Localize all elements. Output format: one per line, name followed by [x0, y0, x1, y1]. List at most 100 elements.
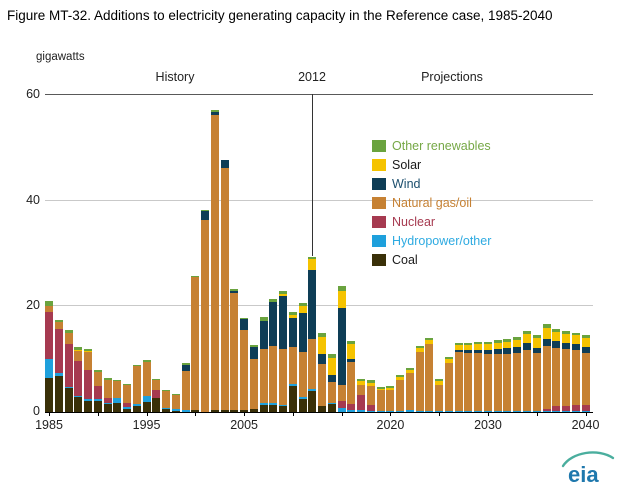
history-zone-label: History: [155, 70, 195, 84]
bar-1991: [103, 377, 112, 412]
bar-1987-coal: [64, 388, 73, 412]
bar-1989-other-renewables: [84, 348, 93, 351]
bar-2035-hydropower-other: [532, 410, 541, 412]
bar-2010-solar: [288, 315, 297, 319]
bar-2036-natural-gas-oil: [542, 346, 551, 410]
x-tick-2020: [390, 412, 392, 416]
bar-2024: [425, 338, 434, 412]
x-tick-1985: [49, 412, 50, 416]
gridline-20: [45, 305, 593, 307]
bar-2036-other-renewables: [542, 324, 551, 328]
bar-1991-nuclear: [103, 398, 112, 403]
bar-2028-hydropower-other: [464, 410, 473, 412]
bar-1985-nuclear: [45, 311, 53, 360]
bar-2006-coal: [249, 408, 258, 412]
bar-2031-solar: [493, 342, 502, 350]
bar-2033-other-renewables: [513, 337, 522, 340]
y-axis-label-60: 60: [26, 87, 40, 102]
bar-2023-other-renewables: [415, 346, 424, 349]
bar-1996-nuclear: [152, 390, 161, 398]
bar-2001-other-renewables: [201, 209, 210, 212]
bar-1985: [45, 301, 53, 412]
bar-1990: [93, 369, 102, 412]
bar-2004-coal: [230, 410, 239, 412]
bar-1994-coal: [132, 406, 141, 412]
bar-2010-hydropower-other: [288, 384, 297, 386]
bar-2031-hydropower-other: [493, 410, 502, 412]
bar-2027: [454, 342, 463, 412]
bar-2011-solar: [298, 305, 307, 313]
bar-1994-other-renewables: [132, 364, 141, 367]
bar-1997-other-renewables: [162, 389, 171, 391]
bar-2006-natural-gas-oil: [249, 359, 258, 409]
bar-2032-hydropower-other: [503, 410, 512, 412]
bar-1990-nuclear: [93, 386, 102, 400]
bar-2028-solar: [464, 344, 473, 351]
legend-swatch-icon: [372, 177, 386, 190]
bar-2016-wind: [347, 359, 356, 362]
bar-2029: [474, 342, 483, 412]
bar-2039-hydropower-other: [571, 410, 580, 412]
bar-2016-natural-gas-oil: [347, 361, 356, 405]
bar-2003-coal: [220, 410, 229, 412]
eia-logo-graphic: eia: [561, 451, 615, 487]
eia-logo-text: eia: [568, 462, 599, 487]
bar-2032-other-renewables: [503, 339, 512, 342]
bar-2023-hydropower-other: [415, 410, 424, 412]
bar-2021-natural-gas-oil: [396, 380, 405, 411]
bar-2039-natural-gas-oil: [571, 350, 580, 405]
bar-2001: [201, 209, 210, 412]
bar-1992-natural-gas-oil: [113, 381, 122, 399]
bar-1997-hydropower-other: [162, 408, 171, 410]
bar-2000-other-renewables: [191, 275, 200, 278]
bar-2015: [337, 285, 346, 412]
bar-2031: [493, 340, 502, 412]
bar-2004-other-renewables: [230, 288, 239, 292]
bar-2010: [288, 311, 297, 412]
bar-2010-coal: [288, 385, 297, 412]
bar-2040-other-renewables: [581, 334, 590, 338]
bar-2021-other-renewables: [396, 375, 405, 378]
bar-2031-other-renewables: [493, 340, 502, 343]
bar-2038-nuclear: [562, 406, 570, 411]
bar-2013: [318, 332, 327, 412]
bar-2040-natural-gas-oil: [581, 353, 590, 406]
bar-2017-solar: [357, 381, 366, 385]
bar-2024-natural-gas-oil: [425, 344, 434, 411]
divider-year-label: 2012: [298, 70, 326, 84]
bar-2002-natural-gas-oil: [210, 115, 219, 411]
bar-2007-other-renewables: [259, 316, 268, 322]
bar-1987-natural-gas-oil: [64, 332, 73, 345]
bar-2015-solar: [337, 290, 346, 308]
bar-2007-wind: [259, 321, 268, 350]
bar-1990-other-renewables: [93, 369, 102, 372]
bar-2012-other-renewables: [308, 257, 317, 260]
bar-2014-natural-gas-oil: [327, 382, 336, 404]
bar-1997: [162, 389, 171, 412]
bar-2005-other-renewables: [240, 318, 249, 320]
bar-2023: [415, 346, 424, 412]
legend-label: Coal: [392, 252, 418, 267]
bar-2009-coal: [279, 406, 288, 412]
bar-1990-natural-gas-oil: [93, 371, 102, 387]
bar-2005-natural-gas-oil: [240, 329, 249, 411]
bar-2030-other-renewables: [483, 341, 492, 345]
bar-1999-other-renewables: [181, 363, 190, 366]
bar-2010-wind: [288, 318, 297, 348]
bar-2028-natural-gas-oil: [464, 352, 473, 411]
bar-2020-hydropower-other: [386, 410, 395, 412]
bar-2038-natural-gas-oil: [562, 349, 570, 407]
bar-2004-natural-gas-oil: [230, 293, 239, 411]
bar-1996-coal: [152, 397, 161, 412]
bar-2040-solar: [581, 337, 590, 348]
bar-1999-natural-gas-oil: [181, 370, 190, 411]
bar-2009-natural-gas-oil: [279, 349, 288, 405]
bar-2038-solar: [562, 333, 570, 343]
bar-2030-hydropower-other: [483, 410, 492, 412]
legend-label: Nuclear: [392, 214, 436, 229]
bar-1987-other-renewables: [64, 330, 73, 333]
legend-item-hydropower-other: Hydropower/other: [372, 231, 572, 250]
projections-zone-label: Projections: [421, 70, 483, 84]
x-axis-label-2005: 2005: [230, 418, 258, 432]
bar-2020-natural-gas-oil: [386, 390, 395, 411]
